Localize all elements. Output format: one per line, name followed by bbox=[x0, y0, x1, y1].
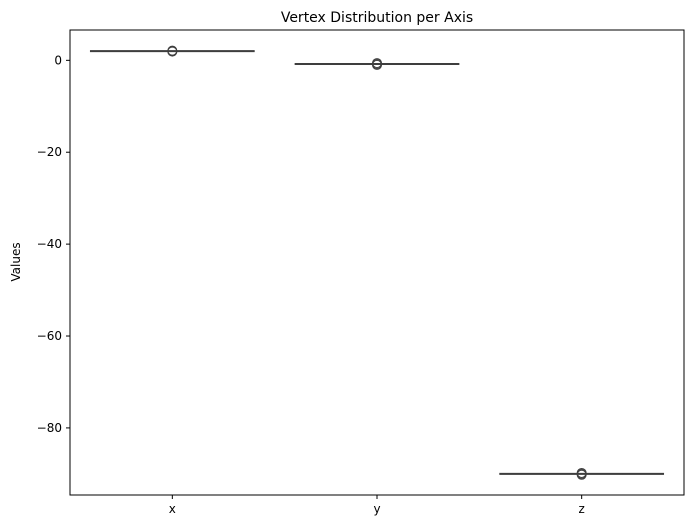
chart-title: Vertex Distribution per Axis bbox=[281, 10, 473, 26]
y-tick-label: −20 bbox=[37, 145, 62, 159]
y-tick-label: −40 bbox=[37, 237, 62, 251]
box-y bbox=[294, 58, 460, 70]
y-tick-label: −80 bbox=[37, 421, 62, 435]
x-axis-ticks: x y z bbox=[169, 495, 585, 516]
y-axis-label: Values bbox=[9, 242, 23, 281]
box-series bbox=[89, 45, 665, 480]
x-tick-label: z bbox=[579, 502, 585, 516]
x-tick-label: x bbox=[169, 502, 176, 516]
outlier-point bbox=[167, 46, 178, 57]
box-z bbox=[499, 467, 665, 480]
box-x bbox=[89, 45, 255, 57]
y-axis-ticks: 0 −20 −40 −60 −80 bbox=[37, 53, 70, 435]
x-tick-label: y bbox=[373, 502, 380, 516]
y-tick-label: −60 bbox=[37, 329, 62, 343]
y-tick-label: 0 bbox=[54, 53, 62, 67]
plot-area bbox=[69, 29, 685, 496]
outlier-point bbox=[372, 59, 382, 70]
outlier-point bbox=[576, 469, 587, 480]
